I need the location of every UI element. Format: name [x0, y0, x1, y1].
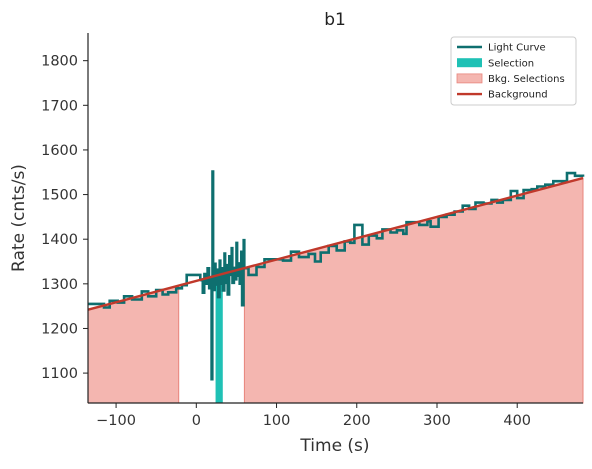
- plot-area: [87, 170, 585, 404]
- chart-title: b1: [324, 10, 346, 30]
- x-tick-label: 100: [263, 413, 291, 429]
- y-tick-label: 1300: [41, 277, 78, 293]
- x-tick-label: 300: [423, 413, 451, 429]
- legend-box: [450, 36, 577, 106]
- y-tick-label: 1700: [41, 98, 78, 114]
- y-tick-label: 1600: [41, 143, 78, 159]
- legend-swatch-2: [457, 58, 482, 68]
- y-tick-label: 1100: [41, 366, 78, 382]
- background-line: [87, 176, 584, 311]
- x-axis-label: Time (s): [299, 436, 369, 456]
- source-selection-region: [215, 281, 223, 403]
- light-curve-burst-fine: [200, 170, 246, 381]
- legend-label-4: Background: [488, 90, 548, 101]
- y-tick-label: 1500: [41, 188, 78, 204]
- y-tick-label: 1800: [41, 54, 78, 70]
- x-tick-label: 0: [192, 413, 201, 429]
- legend-label-1: Light Curve: [488, 43, 546, 54]
- y-axis-label: Rate (cnts/s): [9, 164, 29, 272]
- light-curve-pre-burst: [88, 273, 202, 309]
- legend-swatch-3: [456, 73, 483, 84]
- legend: Light Curve Selection Bkg. Selections Backg…: [450, 36, 577, 106]
- x-tick-label: −100: [96, 413, 136, 429]
- legend-label-2: Selection: [488, 58, 534, 69]
- y-tick-label: 1200: [41, 321, 78, 337]
- x-tick-label: 400: [503, 413, 531, 429]
- x-tick-label: 200: [343, 413, 371, 429]
- legend-label-3: Bkg. Selections: [488, 74, 565, 85]
- bkg-selection-region-2: [243, 177, 584, 404]
- y-tick-label: 1400: [41, 232, 78, 248]
- axes: −100 0 100 200 300 400 1100 1200 1300 1400 1500 160…: [41, 33, 583, 429]
